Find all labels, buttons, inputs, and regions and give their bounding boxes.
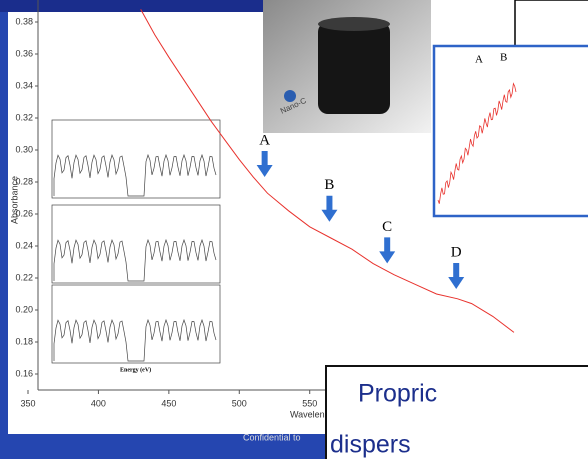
y-tick-label: 0.30	[15, 144, 33, 154]
x-tick-label: 500	[232, 398, 247, 408]
annotation-label: D	[451, 244, 462, 260]
y-tick-label: 0.38	[15, 16, 33, 26]
text-line: Propric	[358, 380, 437, 408]
slide: Nano-C 70 A B Energy (eV) Absorbance Wav…	[0, 0, 588, 459]
x-tick-label: 450	[161, 398, 176, 408]
annotation-label: A	[259, 132, 270, 148]
y-tick-label: 0.20	[15, 304, 33, 314]
y-tick-label: 0.26	[15, 208, 33, 218]
x-tick-label: 350	[20, 398, 35, 408]
page: {"chart_data": {"type": "line", "y_label…	[0, 0, 588, 459]
y-tick-label: 0.18	[15, 336, 33, 346]
y-tick-label: 0.36	[15, 48, 33, 58]
jar-lid	[318, 17, 390, 31]
watermark: Confidential to	[243, 432, 301, 442]
photo: Nano-C	[263, 0, 431, 133]
y-tick-label: 0.24	[15, 240, 33, 250]
text-line: dispers	[330, 431, 411, 459]
inset-label: B	[500, 52, 507, 64]
y-tick-label: 0.28	[15, 176, 33, 186]
jar	[318, 22, 390, 114]
inset-label: A	[475, 54, 483, 66]
x-tick-label: 400	[91, 398, 106, 408]
x-tick-label: 550	[302, 398, 317, 408]
y-tick-label: 0.34	[15, 80, 33, 90]
annotation-label: C	[382, 219, 392, 235]
spectrum-inset	[434, 46, 588, 216]
y-tick-label: 0.22	[15, 272, 33, 282]
x-axis-label: Waveleng	[290, 409, 330, 419]
annotation-label: B	[324, 177, 334, 193]
inset-axis-label: Energy (eV)	[120, 366, 151, 373]
y-tick-label: 0.16	[15, 368, 33, 378]
y-tick-label: 0.32	[15, 112, 33, 122]
